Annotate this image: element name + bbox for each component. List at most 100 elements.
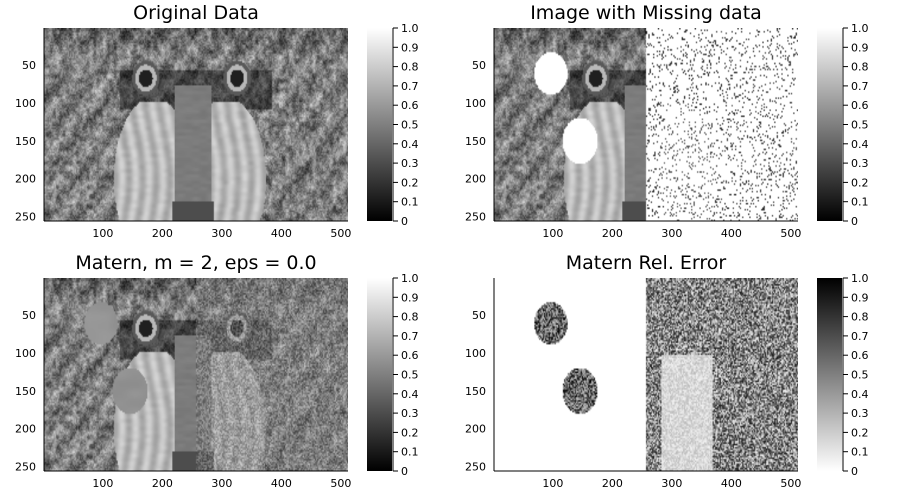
colorbar-tick-label: 0.2 bbox=[401, 176, 419, 189]
colorbar-tick-label: 0.7 bbox=[401, 330, 419, 343]
y-tick-label: 50 bbox=[472, 59, 486, 72]
y-tick-label: 150 bbox=[465, 135, 486, 148]
heatmap-image bbox=[44, 278, 348, 471]
x-tick-label: 400 bbox=[271, 477, 292, 490]
y-tick-label: 250 bbox=[15, 460, 36, 473]
colorbar-tick-label: 0.6 bbox=[401, 99, 419, 112]
colorbar-tick-label: 0.7 bbox=[851, 330, 869, 343]
y-tick-label: 200 bbox=[465, 173, 486, 186]
colorbar-tick-label: 1.0 bbox=[851, 22, 869, 35]
colorbar-tick-label: 0.5 bbox=[401, 369, 419, 382]
y-tick-label: 100 bbox=[15, 97, 36, 110]
x-tick-label: 300 bbox=[661, 477, 682, 490]
y-tick-label: 250 bbox=[465, 460, 486, 473]
colorbar-tick-label: 0.9 bbox=[851, 291, 869, 304]
panel-title: Image with Missing data bbox=[530, 2, 762, 24]
colorbar-tick-label: 0 bbox=[401, 215, 408, 228]
heatmap-image bbox=[44, 28, 348, 221]
x-tick-label: 300 bbox=[661, 227, 682, 240]
colorbar-tick-label: 0 bbox=[851, 215, 858, 228]
y-tick-label: 150 bbox=[465, 385, 486, 398]
y-tick-label: 250 bbox=[15, 210, 36, 223]
colorbar-tick-label: 0.6 bbox=[851, 99, 869, 112]
x-tick-label: 200 bbox=[602, 227, 623, 240]
x-tick-label: 300 bbox=[211, 477, 232, 490]
y-tick-label: 50 bbox=[22, 309, 36, 322]
colorbar bbox=[817, 278, 842, 471]
x-tick-label: 100 bbox=[92, 227, 113, 240]
x-tick-label: 500 bbox=[780, 227, 801, 240]
x-tick-label: 100 bbox=[542, 477, 563, 490]
colorbar-tick-label: 0.5 bbox=[851, 369, 869, 382]
colorbar-tick-label: 0.4 bbox=[851, 138, 869, 151]
colorbar-tick-label: 1.0 bbox=[401, 22, 419, 35]
x-tick-label: 400 bbox=[721, 227, 742, 240]
colorbar-tick-label: 0.2 bbox=[851, 426, 869, 439]
colorbar-tick-label: 0.6 bbox=[401, 349, 419, 362]
x-tick-label: 100 bbox=[92, 477, 113, 490]
colorbar-tick-label: 0.9 bbox=[851, 41, 869, 54]
colorbar-tick-label: 0.3 bbox=[851, 157, 869, 170]
y-tick-label: 150 bbox=[15, 135, 36, 148]
colorbar-tick-label: 1.0 bbox=[851, 272, 869, 285]
colorbar-tick-label: 1.0 bbox=[401, 272, 419, 285]
colorbar-tick-label: 0 bbox=[851, 465, 858, 478]
x-tick-label: 300 bbox=[211, 227, 232, 240]
x-tick-label: 200 bbox=[152, 227, 173, 240]
colorbar-tick-label: 0.1 bbox=[401, 196, 419, 209]
colorbar-tick-label: 0.4 bbox=[401, 388, 419, 401]
panel-title: Original Data bbox=[133, 2, 259, 24]
heatmap-image bbox=[494, 28, 798, 221]
colorbar-tick-label: 0.3 bbox=[851, 407, 869, 420]
x-tick-label: 500 bbox=[780, 477, 801, 490]
y-tick-label: 150 bbox=[15, 385, 36, 398]
colorbar-tick-label: 0.2 bbox=[851, 176, 869, 189]
x-tick-label: 200 bbox=[152, 477, 173, 490]
heatmap-image bbox=[494, 278, 798, 471]
colorbar bbox=[817, 28, 842, 221]
colorbar-tick-label: 0.7 bbox=[851, 80, 869, 93]
colorbar bbox=[367, 28, 392, 221]
y-tick-label: 200 bbox=[15, 423, 36, 436]
panel-title: Matern Rel. Error bbox=[566, 252, 727, 274]
y-tick-label: 100 bbox=[15, 347, 36, 360]
colorbar-tick-label: 0.5 bbox=[401, 119, 419, 132]
y-tick-label: 250 bbox=[465, 210, 486, 223]
y-tick-label: 200 bbox=[15, 173, 36, 186]
y-tick-label: 100 bbox=[465, 347, 486, 360]
x-tick-label: 500 bbox=[330, 477, 351, 490]
panel-4: Matern Rel. Error 100 200 300 400 500 50 100 150… bbox=[465, 252, 869, 490]
colorbar-tick-label: 0.1 bbox=[851, 196, 869, 209]
colorbar-tick-label: 0.9 bbox=[401, 41, 419, 54]
colorbar-tick-label: 0.8 bbox=[851, 61, 869, 74]
colorbar bbox=[367, 278, 392, 471]
colorbar-tick-label: 0 bbox=[401, 465, 408, 478]
x-tick-label: 200 bbox=[602, 477, 623, 490]
y-tick-label: 50 bbox=[472, 309, 486, 322]
y-tick-label: 100 bbox=[465, 97, 486, 110]
colorbar-tick-label: 0.1 bbox=[401, 446, 419, 459]
panel-1: Original Data 100 200 300 400 500 50 100 150 200 2… bbox=[15, 2, 419, 240]
y-tick-label: 200 bbox=[465, 423, 486, 436]
colorbar-tick-label: 0.8 bbox=[401, 311, 419, 324]
y-tick-label: 50 bbox=[22, 59, 36, 72]
panel-title: Matern, m = 2, eps = 0.0 bbox=[75, 252, 316, 274]
x-tick-label: 500 bbox=[330, 227, 351, 240]
colorbar-tick-label: 0.6 bbox=[851, 349, 869, 362]
colorbar-tick-label: 0.4 bbox=[851, 388, 869, 401]
colorbar-tick-label: 0.3 bbox=[401, 157, 419, 170]
colorbar-tick-label: 0.5 bbox=[851, 119, 869, 132]
colorbar-tick-label: 0.9 bbox=[401, 291, 419, 304]
colorbar-tick-label: 0.3 bbox=[401, 407, 419, 420]
colorbar-tick-label: 0.1 bbox=[851, 446, 869, 459]
x-tick-label: 400 bbox=[271, 227, 292, 240]
x-tick-label: 400 bbox=[721, 477, 742, 490]
colorbar-tick-label: 0.8 bbox=[401, 61, 419, 74]
colorbar-tick-label: 0.2 bbox=[401, 426, 419, 439]
colorbar-tick-label: 0.4 bbox=[401, 138, 419, 151]
colorbar-tick-label: 0.7 bbox=[401, 80, 419, 93]
colorbar-tick-label: 0.8 bbox=[851, 311, 869, 324]
